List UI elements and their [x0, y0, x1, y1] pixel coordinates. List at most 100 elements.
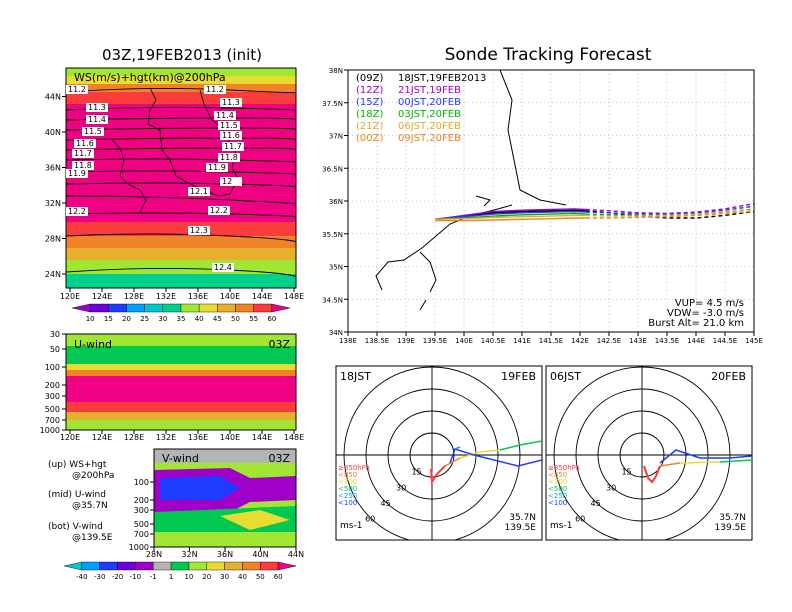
v-wind-colorbar-segment	[188, 561, 207, 571]
ws-contour-label: 12.2	[210, 206, 228, 215]
track-x-tick-label: 143E	[629, 337, 647, 345]
ws-y-tick-label: 24N	[45, 270, 61, 279]
u-wind-panel: U-wind 03Z 120E 124E 128E 132E 136E 140E 144E 1…	[40, 330, 305, 442]
v-wind-y-tick-label: 300	[134, 506, 149, 515]
ws-contour-label: 12.1	[190, 187, 208, 196]
hodograph-ring-label: 15	[411, 468, 421, 477]
ws-x-tick-label: 128E	[124, 292, 144, 301]
ws-x-tick-label: 140E	[220, 292, 240, 301]
v-wind-colorbar-segment	[99, 561, 118, 571]
ws-contour-label: 11.6	[76, 139, 94, 148]
ws-colorbar-segment	[198, 303, 218, 313]
track-y-tick-label: 36.5N	[322, 165, 343, 173]
v-wind-colorbar-label: -40	[76, 573, 87, 581]
panel-legend: (up) WS+hgt@200hPa (mid) U-wind@35.7N (bot…	[48, 460, 114, 543]
ws-contour-label-box	[86, 103, 108, 112]
panel-legend-line: (up) WS+hgt	[48, 460, 107, 470]
u-wind-x-tick-label: 132E	[156, 433, 176, 442]
hodograph-ring-label: 30	[396, 483, 406, 492]
ws-colorbar-label: 55	[249, 315, 258, 323]
hodograph-level-legend: <700	[548, 478, 567, 486]
ws-x-ticks: 120E 124E 128E 132E 136E 140E 144E 148E	[60, 288, 304, 301]
ws-contour-label: 11.5	[220, 121, 238, 130]
v-wind-x-ticks: 28N 32N 36N 40N 44N	[146, 547, 304, 559]
ws-contour-label: 11.2	[206, 85, 224, 94]
u-wind-y-tick-label: 300	[45, 392, 60, 401]
track-x-tick-label: 139E	[397, 337, 415, 345]
track-coastline	[375, 70, 567, 311]
u-wind-y-tick-label: 1000	[40, 426, 60, 435]
u-wind-time: 03Z	[268, 338, 290, 351]
hodograph-time-label: 18JST	[340, 370, 371, 383]
u-wind-x-tick-label: 144E	[252, 433, 272, 442]
ws-x-tick-label: 124E	[92, 292, 112, 301]
u-band-lightgreen	[66, 334, 296, 346]
ws-contour-label: 11.8	[74, 161, 92, 170]
hodograph-time-label: 06JST	[550, 370, 581, 383]
hodograph-ring-label: 15	[621, 468, 631, 477]
ws-contour-label-box	[66, 85, 88, 94]
ws-colorbar-label: 10	[86, 315, 95, 323]
track-x-tick-label: 144.5E	[713, 337, 737, 345]
ws-contour-label-box	[188, 187, 210, 196]
track-y-tick-label: 34N	[329, 329, 343, 337]
ws-contour-label: 12.2	[68, 207, 86, 216]
hodograph-curve	[719, 459, 752, 463]
track-y-tick-label: 37.5N	[322, 100, 343, 108]
ws-y-ticks: 24N 28N 32N 36N 40N 44N	[45, 93, 66, 279]
ws-contour-label: 11.4	[216, 111, 234, 120]
u-wind-x-tick-label: 120E	[60, 433, 80, 442]
track-x-tick-label: 144E	[687, 337, 705, 345]
ws-colorbar-segment	[108, 303, 127, 313]
hodograph-level-legend: <500	[338, 485, 357, 493]
ws-colorbar-segment	[144, 303, 164, 313]
ws-contour-label-box	[66, 207, 88, 216]
ws-contour-label: 12.4	[214, 263, 232, 272]
ws-contour-label-box	[86, 115, 108, 124]
hodograph-curve	[643, 465, 661, 484]
hodograph-date-label: 19FEB	[501, 370, 536, 383]
v-wind-x-tick-label: 44N	[288, 550, 304, 559]
v-wind-colorbar-segment	[170, 561, 190, 571]
ws-contour-label-box	[82, 127, 104, 136]
track-info-line: Burst Alt= 21.0 km	[648, 318, 744, 329]
track-line-track_15Z	[434, 210, 586, 220]
ws-colorbar-segment	[89, 303, 109, 313]
track-legend-label: 09JST,20FEB	[398, 133, 461, 144]
track-y-tick-label: 37N	[329, 133, 343, 141]
track-line-dashed-track_21Z	[585, 208, 754, 217]
v-wind-colorbar-label: -1	[150, 573, 157, 581]
ws-band-green-low	[66, 274, 296, 288]
hodograph-curve	[444, 457, 461, 467]
panel-legend-line: @35.7N	[72, 501, 108, 511]
track-x-tick-label: 140E	[455, 337, 473, 345]
u-wind-y-tick-label: 700	[45, 416, 60, 425]
ws-colorbar-label: 50	[231, 315, 240, 323]
track-line-track_00Z	[435, 217, 586, 222]
hodograph-curve	[430, 465, 446, 486]
v-wind-colorbar-segment	[135, 561, 154, 571]
u-wind-x-tick-label: 128E	[124, 433, 144, 442]
ws-colorbar-segment	[217, 303, 236, 313]
v-wind-colorbar-label: -20	[112, 573, 123, 581]
ws-contour-label: 11.3	[222, 98, 240, 107]
track-legend-label: 03JST,20FEB	[398, 109, 461, 120]
ws-band-orange-low	[66, 236, 296, 248]
u-wind-y-tick-label: 30	[50, 330, 60, 339]
ws-contour-labels: 11.2 11.211.311.311.4 11.411.511.511.611.6…	[66, 85, 244, 272]
track-legend-label: 00JST,20FEB	[398, 97, 461, 108]
track-legend-code: (21Z)	[356, 121, 383, 132]
v-wind-y-tick-label: 100	[134, 478, 149, 487]
v-wind-colorbar-segment	[224, 561, 243, 571]
track-legend-code: (18Z)	[356, 109, 383, 120]
v-wind-colorbar: -40 -30 -20 -10 -1 1 10 20 30 40 50 60	[63, 561, 297, 581]
hodograph-level-legend: ≥850hPa	[338, 464, 370, 472]
track-map-panel: 138E 138.5E 139E 139.5E 140E 140.5E 141E 141.5E…	[322, 67, 763, 345]
u-band-orange-low	[66, 412, 296, 420]
hodograph-location-lon: 139.5E	[715, 523, 747, 533]
ws-contour-label: 11.2	[68, 85, 86, 94]
ws-colorbar-label: 20	[122, 315, 131, 323]
track-y-tick-label: 35.5N	[322, 231, 343, 239]
